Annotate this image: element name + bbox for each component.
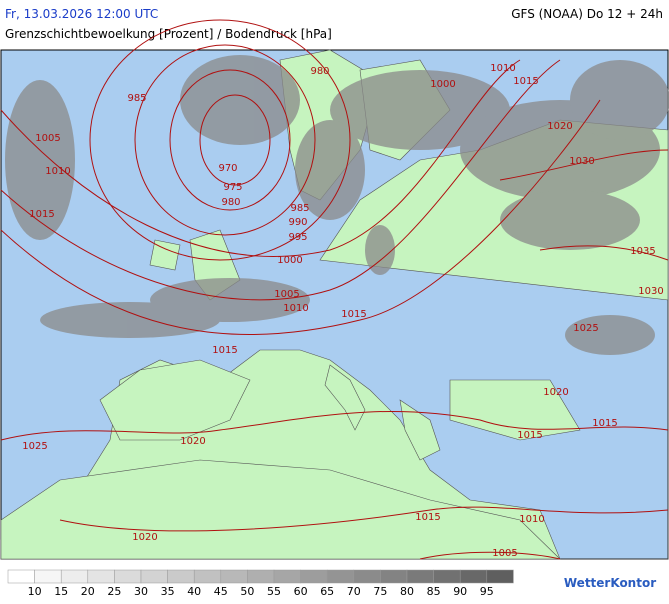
legend-swatch <box>273 569 301 584</box>
legend-tick-label: 30 <box>134 585 148 598</box>
legend-tick-label: 95 <box>480 585 494 598</box>
legend-tick-label: 45 <box>214 585 228 598</box>
legend-swatch <box>140 569 168 584</box>
isobar-label: 985 <box>290 203 309 214</box>
datetime: Fr, 13.03.2026 12:00 UTC <box>5 7 158 21</box>
isobar-label: 1030 <box>569 156 594 167</box>
isobar-label: 1015 <box>341 309 366 320</box>
legend-tick-label: 85 <box>427 585 441 598</box>
legend-tick-label: 35 <box>161 585 175 598</box>
legend-tick-label: 80 <box>400 585 414 598</box>
legend-swatch <box>353 569 381 584</box>
legend-swatch <box>193 569 222 584</box>
legend-tick-label: 50 <box>240 585 254 598</box>
isobar-label: 1035 <box>630 246 655 257</box>
legend-tick-label: 65 <box>320 585 334 598</box>
isobar-label: 985 <box>127 93 146 104</box>
isobar-label: 975 <box>223 182 242 193</box>
isobar-label: 1025 <box>573 323 598 334</box>
legend-swatch <box>326 569 355 584</box>
model-run: GFS (NOAA) Do 12 + 24h <box>511 7 663 21</box>
legend-swatch <box>300 569 328 584</box>
legend-swatch <box>459 569 488 584</box>
legend: 10 15 20 25 30 35 40 45 50 55 60 65 70 75 80 85 90 95 <box>7 569 514 598</box>
map-title: Grenzschichtbewoelkung [Prozent] / Boden… <box>5 27 332 41</box>
legend-swatch <box>247 569 275 584</box>
isobar-labels: 980 985 1000 1010 1015 1005 1010 1020 970 975 980 1… <box>22 63 663 559</box>
legend-swatch <box>406 569 434 584</box>
isobar-label: 1015 <box>513 76 538 87</box>
isobar-label: 1025 <box>22 441 47 452</box>
cloud-cover <box>5 55 669 355</box>
isobar-label: 980 <box>221 197 240 208</box>
isobar-label: 970 <box>218 163 237 174</box>
isobar-label: 1020 <box>132 532 157 543</box>
legend-tick-label: 70 <box>347 585 361 598</box>
legend-swatch <box>34 569 62 584</box>
isobar-label: 1015 <box>592 418 617 429</box>
legend-swatch <box>87 569 115 584</box>
legend-tick-label: 40 <box>187 585 201 598</box>
isobar-label: 1010 <box>283 303 308 314</box>
isobar-label: 1010 <box>519 514 544 525</box>
legend-swatch <box>380 569 408 584</box>
legend-tick-label: 55 <box>267 585 281 598</box>
isobar-label: 990 <box>288 217 307 228</box>
isobar-label: 995 <box>288 232 307 243</box>
isobar-label: 1020 <box>543 387 568 398</box>
isobar-label: 1005 <box>274 289 299 300</box>
isobar-label: 1020 <box>180 436 205 447</box>
legend-swatch <box>486 569 514 584</box>
map: 980 985 1000 1010 1015 1005 1010 1020 970 975 980 1… <box>0 19 669 560</box>
isobar-label: 1005 <box>35 133 60 144</box>
isobar-label: 1015 <box>517 430 542 441</box>
legend-swatch <box>220 569 248 584</box>
isobar-label: 1015 <box>415 512 440 523</box>
isobar-label: 1000 <box>277 255 302 266</box>
legend-tick-label: 90 <box>453 585 467 598</box>
legend-swatch <box>60 569 89 584</box>
legend-tick-label: 20 <box>81 585 95 598</box>
legend-swatch <box>114 569 142 584</box>
isobar-label: 1010 <box>490 63 515 74</box>
isobar-label: 1015 <box>29 209 54 220</box>
legend-tick-label: 15 <box>54 585 68 598</box>
isobar-label: 980 <box>310 66 329 77</box>
isobar-label: 1000 <box>430 79 455 90</box>
isobar-label: 1010 <box>45 166 70 177</box>
isobar-label: 1015 <box>212 345 237 356</box>
legend-swatch <box>7 569 35 584</box>
logo: WetterKontor <box>564 576 656 590</box>
isobar-label: 1020 <box>547 121 572 132</box>
legend-tick-label: 25 <box>107 585 121 598</box>
legend-tick-label: 60 <box>294 585 308 598</box>
isobars <box>0 19 669 560</box>
legend-swatch <box>167 569 195 584</box>
legend-swatch <box>433 569 461 584</box>
isobar-label: 1030 <box>638 286 663 297</box>
legend-tick-label: 10 <box>28 585 42 598</box>
legend-tick-label: 75 <box>373 585 387 598</box>
isobar-label: 1005 <box>492 548 517 559</box>
